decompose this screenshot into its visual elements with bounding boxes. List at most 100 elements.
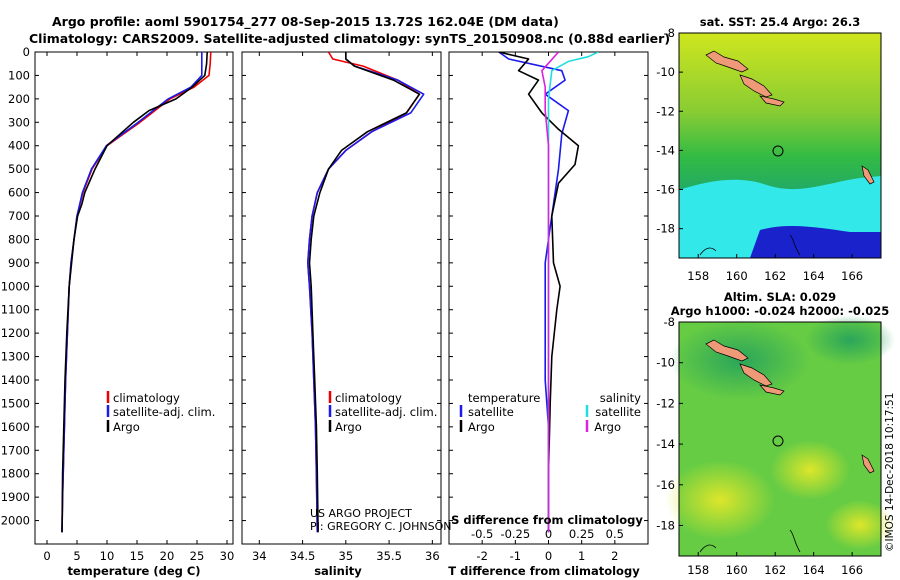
map-y-tick-label: -10 <box>656 356 675 370</box>
temperature-series <box>61 52 212 533</box>
series-line-argo <box>61 52 208 533</box>
difference-axis-ticks: -2 -1 0 1 2 -0.5 -0.25 0 0.25 0.5 <box>471 52 624 563</box>
s-tick-label: 0 <box>545 527 552 541</box>
depth-axis-labels: 0 100 200 300 400 500 600 700 800 900 1000 1100 1200… <box>1 45 648 528</box>
difference-legend: temperature satellite Argo salinity sate… <box>459 391 641 434</box>
depth-tick-label: 100 <box>8 68 30 82</box>
depth-tick-label: 1400 <box>1 373 30 387</box>
map-y-tick-label: -14 <box>656 143 675 157</box>
island-icon <box>705 339 749 362</box>
sla-map-frame <box>678 321 882 557</box>
header-line-2: Climatology: CARS2009. Satellite-adjuste… <box>29 31 670 47</box>
island-icon <box>705 50 749 73</box>
sst-map-title: sat. SST: 25.4 Argo: 26.3 <box>700 15 860 29</box>
salinity-axis-label: salinity <box>314 564 362 578</box>
temperature-axis-ticks: 0 5 10 15 20 25 30 <box>43 52 234 563</box>
depth-tick-label: 1800 <box>1 467 30 481</box>
series-line-salinity-argo <box>541 52 560 533</box>
x-tick-label: 35.5 <box>376 549 402 563</box>
series-line-temperature-satellite <box>498 52 570 533</box>
island-icon <box>739 74 773 98</box>
legend-label-argo: Argo <box>335 420 362 434</box>
sst-cold-region <box>750 226 881 258</box>
map-x-tick-label: 160 <box>726 269 748 283</box>
legend-title-temperature: temperature <box>468 391 540 405</box>
t-difference-axis-label: T difference from climatology <box>448 564 640 578</box>
s-tick-label: -0.5 <box>471 527 493 541</box>
x-tick-label: 0 <box>545 549 552 563</box>
credit-line-1: US ARGO PROJECT <box>310 507 412 520</box>
legend-label-climatology: climatology <box>335 391 402 405</box>
depth-tick-label: 400 <box>8 139 30 153</box>
island-icon <box>739 363 773 387</box>
sla-map-subtitle: Argo h1000: -0.024 h2000: -0.025 <box>671 304 890 318</box>
x-tick-label: 1 <box>578 549 585 563</box>
map-x-tick-label: 164 <box>803 563 825 577</box>
x-tick-label: 0 <box>43 549 50 563</box>
depth-tick-label: 300 <box>8 115 30 129</box>
x-tick-label: -2 <box>476 549 487 563</box>
map-y-tick-label: -18 <box>656 222 675 236</box>
map-y-tick-label: -16 <box>656 183 675 197</box>
depth-tick-label: 500 <box>8 162 30 176</box>
s-tick-label: -0.25 <box>500 527 530 541</box>
map-x-tick-label: 166 <box>841 269 863 283</box>
legend-label-temp-satellite: satellite <box>468 405 514 419</box>
x-tick-label: 25 <box>190 549 205 563</box>
island-icon <box>861 454 875 474</box>
sla-map-axis-ticks: 158 160 162 164 166 -8 -10 -12 -14 -16 -18 <box>656 315 863 577</box>
temperature-axis-label: temperature (deg C) <box>67 564 200 578</box>
x-tick-label: 15 <box>130 549 145 563</box>
reef-outline-icon <box>699 234 801 256</box>
credit-line-2: PI: GREGORY C. JOHNSON <box>310 520 451 533</box>
sla-high-region <box>770 440 850 500</box>
x-tick-label: 34.5 <box>290 549 316 563</box>
sla-high-region <box>825 500 895 550</box>
x-tick-label: 5 <box>73 549 80 563</box>
salinity-panel-frame <box>241 51 442 545</box>
depth-tick-label: 1500 <box>1 396 30 410</box>
reef-outline-icon <box>699 529 801 553</box>
depth-tick-label: 1700 <box>1 443 30 457</box>
map-x-tick-label: 162 <box>764 269 786 283</box>
legend-label-sal-argo: Argo <box>594 420 621 434</box>
map-x-tick-label: 162 <box>764 563 786 577</box>
map-y-tick-label: -10 <box>656 65 675 79</box>
salinity-axis-ticks: 34 34.5 35 35.5 36 <box>252 52 440 563</box>
x-tick-label: 35 <box>339 549 354 563</box>
sla-low-region <box>805 315 895 365</box>
map-y-tick-label: -12 <box>656 104 675 118</box>
x-tick-label: -1 <box>510 549 521 563</box>
depth-tick-label: 1000 <box>1 279 30 293</box>
s-tick-label: 0.5 <box>606 527 624 541</box>
depth-tick-label: 1900 <box>1 490 30 504</box>
sst-map-axis-ticks: 158 160 162 164 166 -8 -10 -12 -14 -16 -18 <box>656 26 863 283</box>
legend-label-temp-argo: Argo <box>468 420 495 434</box>
map-y-tick-label: -14 <box>656 437 675 451</box>
series-line-temperature-argo <box>498 52 580 533</box>
x-tick-label: 34 <box>252 549 267 563</box>
depth-tick-label: 0 <box>23 45 30 59</box>
depth-tick-label: 2000 <box>1 514 30 528</box>
map-x-tick-label: 164 <box>803 269 825 283</box>
series-line-satellite-adj-clim- <box>306 52 425 533</box>
sla-map-title: Altim. SLA: 0.029 <box>724 290 836 304</box>
depth-tick-label: 1200 <box>1 326 30 340</box>
island-icon <box>759 95 785 107</box>
series-line-climatology <box>306 52 421 533</box>
map-x-tick-label: 166 <box>841 563 863 577</box>
legend-label-satellite: satellite-adj. clim. <box>113 405 215 419</box>
sla-map <box>665 315 895 557</box>
depth-tick-label: 1100 <box>1 303 30 317</box>
temperature-panel-frame <box>34 51 234 545</box>
x-tick-label: 30 <box>220 549 235 563</box>
s-tick-label: 0.25 <box>569 527 595 541</box>
legend-label-satellite: satellite-adj. clim. <box>335 405 437 419</box>
temperature-legend: climatology satellite-adj. clim. Argo <box>106 391 215 434</box>
depth-tick-label: 200 <box>8 92 30 106</box>
depth-tick-label: 1300 <box>1 350 30 364</box>
x-tick-label: 20 <box>160 549 175 563</box>
argo-location-marker <box>772 145 784 157</box>
map-y-tick-label: -12 <box>656 396 675 410</box>
